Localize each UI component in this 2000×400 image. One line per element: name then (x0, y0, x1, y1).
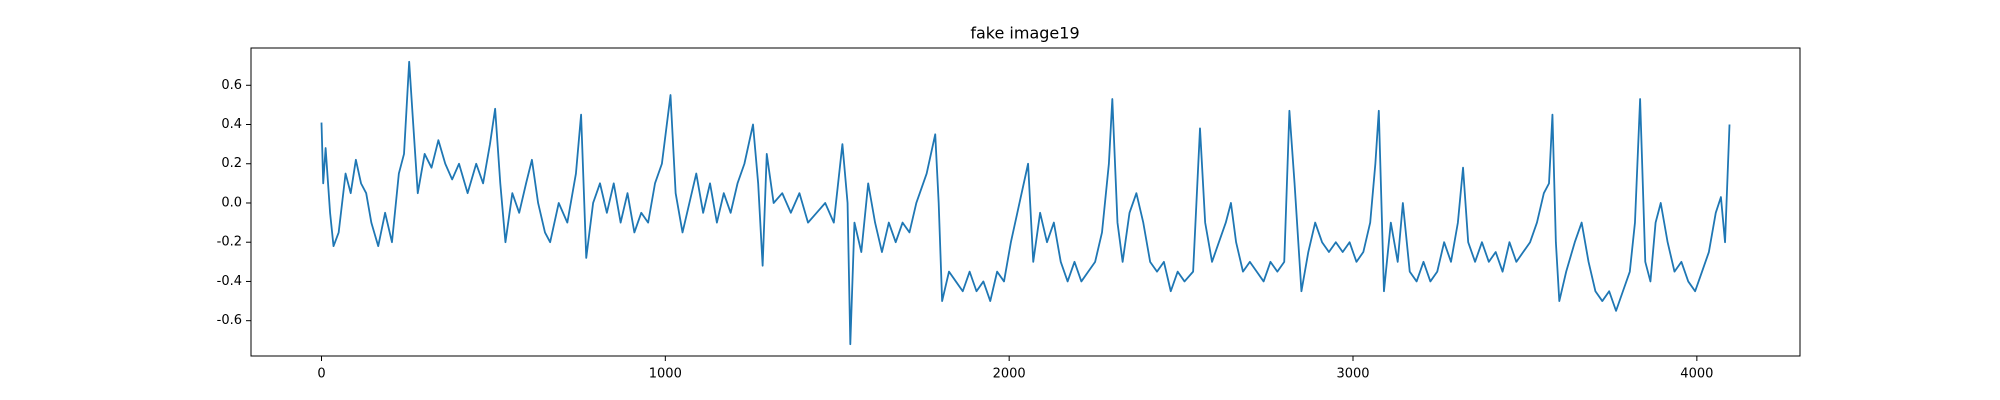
y-tick-label: -0.6 (217, 313, 242, 328)
x-tick-label: 0 (317, 367, 325, 382)
y-tick-label: -0.4 (217, 274, 242, 289)
x-tick-label: 1000 (649, 367, 682, 382)
y-tick-label: -0.2 (217, 235, 242, 250)
chart-title: fake image19 (970, 24, 1079, 43)
x-tick-label: 3000 (1336, 367, 1369, 382)
data-line (320, 60, 1731, 346)
y-tick-label: 0.0 (221, 195, 242, 210)
y-tick-label: 0.4 (221, 117, 242, 132)
x-tick-label: 2000 (993, 367, 1026, 382)
x-tick-label: 4000 (1680, 367, 1713, 382)
axes-frame (250, 47, 1801, 357)
y-tick-label: 0.6 (221, 78, 242, 93)
y-tick-label: 0.2 (221, 156, 242, 171)
